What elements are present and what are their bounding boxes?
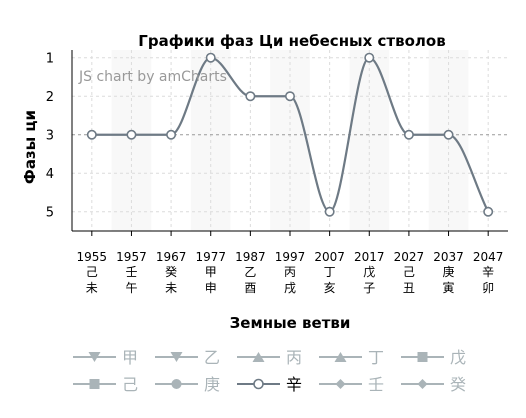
x-tick-branch: 卯 — [482, 281, 494, 295]
x-tick-stem: 丙 — [284, 265, 296, 279]
x-tick-year: 2027 — [394, 250, 425, 264]
chart-title: Графики фаз Ци небесных стволов — [138, 32, 445, 50]
legend-label: 乙 — [204, 348, 220, 367]
data-point[interactable] — [245, 91, 256, 102]
x-tick-branch: 子 — [363, 281, 375, 295]
data-point[interactable] — [205, 52, 216, 63]
data-point[interactable] — [403, 129, 414, 140]
series-layer — [86, 52, 494, 217]
legend-item[interactable]: 甲 — [73, 348, 138, 367]
diamond-icon — [335, 379, 346, 389]
x-tick-year: 2007 — [314, 250, 345, 264]
x-tick-year: 1967 — [156, 250, 187, 264]
x-tick-year: 1955 — [77, 250, 108, 264]
data-point[interactable] — [324, 206, 335, 217]
triangle-up-icon — [334, 352, 347, 362]
x-tick-branch: 未 — [86, 281, 98, 295]
x-tick-branch: 丑 — [403, 281, 415, 295]
y-axis-title: Фазы ци — [21, 110, 39, 184]
legend-label: 辛 — [286, 375, 302, 394]
x-tick-branch: 戌 — [284, 281, 296, 295]
y-tick-label: 2 — [46, 90, 54, 105]
triangle-down-icon — [88, 352, 101, 362]
x-tick-branch: 未 — [165, 281, 177, 295]
x-tick-stem: 癸 — [165, 265, 177, 279]
legend-item[interactable]: 丁 — [319, 348, 384, 367]
x-axis-title: Земные ветви — [230, 314, 351, 332]
x-tick-branch: 午 — [125, 281, 137, 295]
legend-item[interactable]: 庚 — [155, 375, 220, 394]
legend-label: 甲 — [122, 348, 138, 367]
amcharts-watermark[interactable]: JS chart by amCharts — [78, 69, 227, 85]
x-tick-branch: 寅 — [443, 280, 455, 295]
legend-item[interactable]: 己 — [73, 375, 138, 394]
x-tick-stem: 丁 — [324, 265, 336, 279]
legend-label: 丙 — [286, 348, 302, 367]
x-tick-stem: 壬 — [125, 265, 137, 279]
data-point[interactable] — [284, 91, 295, 102]
data-point[interactable] — [86, 129, 97, 140]
triangle-down-icon — [170, 352, 183, 362]
legend-label: 癸 — [450, 375, 466, 394]
x-tick-year: 1987 — [235, 250, 266, 264]
legend-item[interactable]: 辛 — [237, 375, 302, 394]
triangle-up-icon — [252, 352, 265, 362]
x-tick-year: 2017 — [354, 250, 385, 264]
y-tick-label: 4 — [46, 167, 54, 182]
legend-label: 丁 — [368, 348, 384, 367]
x-tick-branch: 申 — [205, 281, 217, 295]
legend-item[interactable]: 乙 — [155, 348, 220, 367]
square-icon — [417, 352, 428, 362]
legend-label: 庚 — [204, 375, 220, 394]
legend-label: 己 — [122, 375, 138, 394]
x-tick-stem: 辛 — [482, 265, 494, 279]
x-tick-stem: 甲 — [205, 265, 217, 279]
legend-item[interactable]: 壬 — [319, 375, 384, 394]
category-labels: 1955己未1957壬午1967癸未1977甲申1987乙酉1997丙戌2007… — [77, 231, 504, 295]
x-tick-year: 1997 — [275, 250, 306, 264]
square-icon — [89, 379, 100, 389]
x-tick-stem: 己 — [86, 265, 98, 279]
x-tick-year: 1957 — [116, 250, 147, 264]
y-tick-label: 1 — [46, 52, 54, 67]
x-tick-branch: 酉 — [244, 281, 256, 295]
x-tick-branch: 亥 — [324, 281, 336, 295]
x-tick-stem: 庚 — [443, 264, 455, 279]
data-point[interactable] — [483, 206, 494, 217]
legend-label: 壬 — [368, 375, 384, 394]
legend-item[interactable]: 丙 — [237, 348, 302, 367]
legend-item[interactable]: 癸 — [401, 375, 466, 394]
circle-icon — [171, 379, 182, 389]
x-tick-year: 2047 — [473, 250, 504, 264]
open-circle-icon — [253, 378, 264, 390]
legend: 甲 乙 丙 丁 戊己 庚 辛 壬 癸 — [73, 348, 466, 394]
legend-label: 戊 — [450, 348, 466, 367]
x-tick-stem: 乙 — [244, 265, 256, 279]
data-point[interactable] — [443, 129, 454, 140]
data-point[interactable] — [364, 52, 375, 63]
data-point[interactable] — [126, 129, 137, 140]
x-tick-stem: 己 — [403, 265, 415, 279]
data-point[interactable] — [166, 129, 177, 140]
x-tick-year: 2037 — [433, 250, 464, 264]
y-tick-label: 5 — [46, 206, 54, 221]
diamond-icon — [417, 379, 428, 389]
legend-item[interactable]: 戊 — [401, 348, 466, 367]
x-tick-year: 1977 — [195, 250, 226, 264]
x-tick-stem: 戊 — [363, 265, 375, 279]
y-tick-label: 3 — [46, 129, 54, 144]
